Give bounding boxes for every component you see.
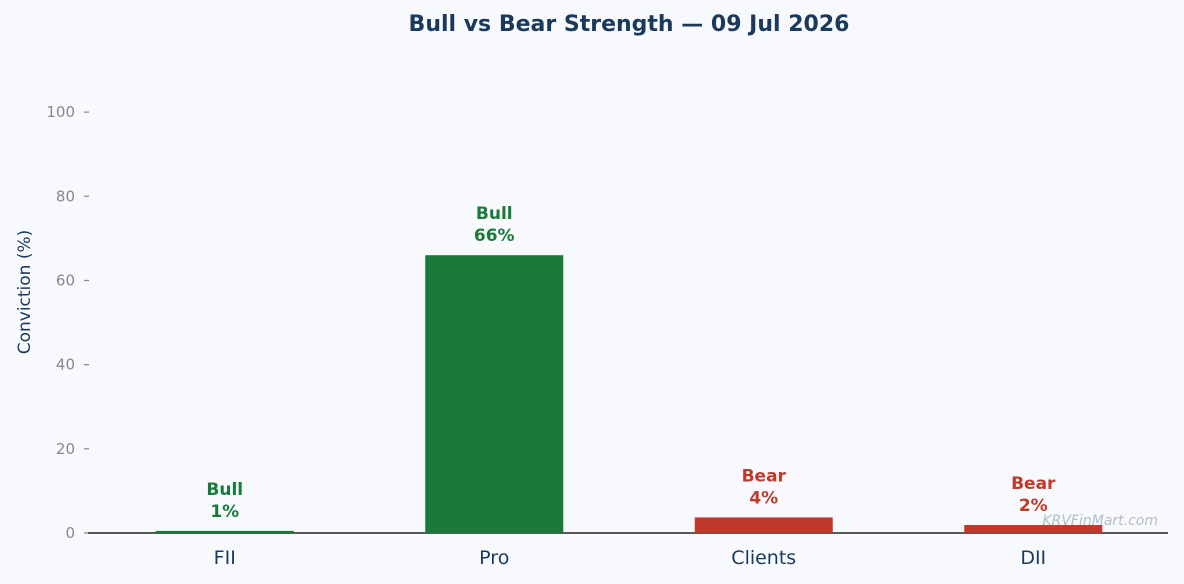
bar-dii <box>964 525 1103 533</box>
y-tick-label: 20 <box>56 440 75 458</box>
bar-clients <box>694 517 833 533</box>
y-axis-label: Conviction (%) <box>15 230 35 355</box>
bar-value-label: 66% <box>474 226 515 246</box>
x-tick-label: Clients <box>731 547 796 569</box>
bar-stance-label: Bear <box>742 466 787 486</box>
bar-stance-label: Bear <box>1011 474 1056 494</box>
watermark: KRVFinMart.com <box>1042 513 1158 529</box>
y-tick-label: 80 <box>56 187 75 205</box>
bar-value-label: 1% <box>210 502 239 522</box>
y-tick-label: 0 <box>65 524 75 542</box>
bar-stance-label: Bull <box>206 480 243 500</box>
bar-pro <box>425 255 564 533</box>
bars <box>155 255 1103 533</box>
bar-value-label: 2% <box>1019 496 1048 516</box>
y-tick-label: 60 <box>56 271 75 289</box>
y-tick-label: 100 <box>46 103 75 121</box>
y-tick-label: 40 <box>56 356 75 374</box>
chart-title: Bull vs Bear Strength — 09 Jul 2026 <box>409 12 850 37</box>
x-tick-label: FII <box>214 547 236 569</box>
x-tick-label: Pro <box>479 547 509 569</box>
x-tick-label: DII <box>1020 547 1046 569</box>
bar-fii <box>155 530 294 533</box>
bar-stance-label: Bull <box>476 204 513 224</box>
bar-value-label: 4% <box>749 488 778 508</box>
